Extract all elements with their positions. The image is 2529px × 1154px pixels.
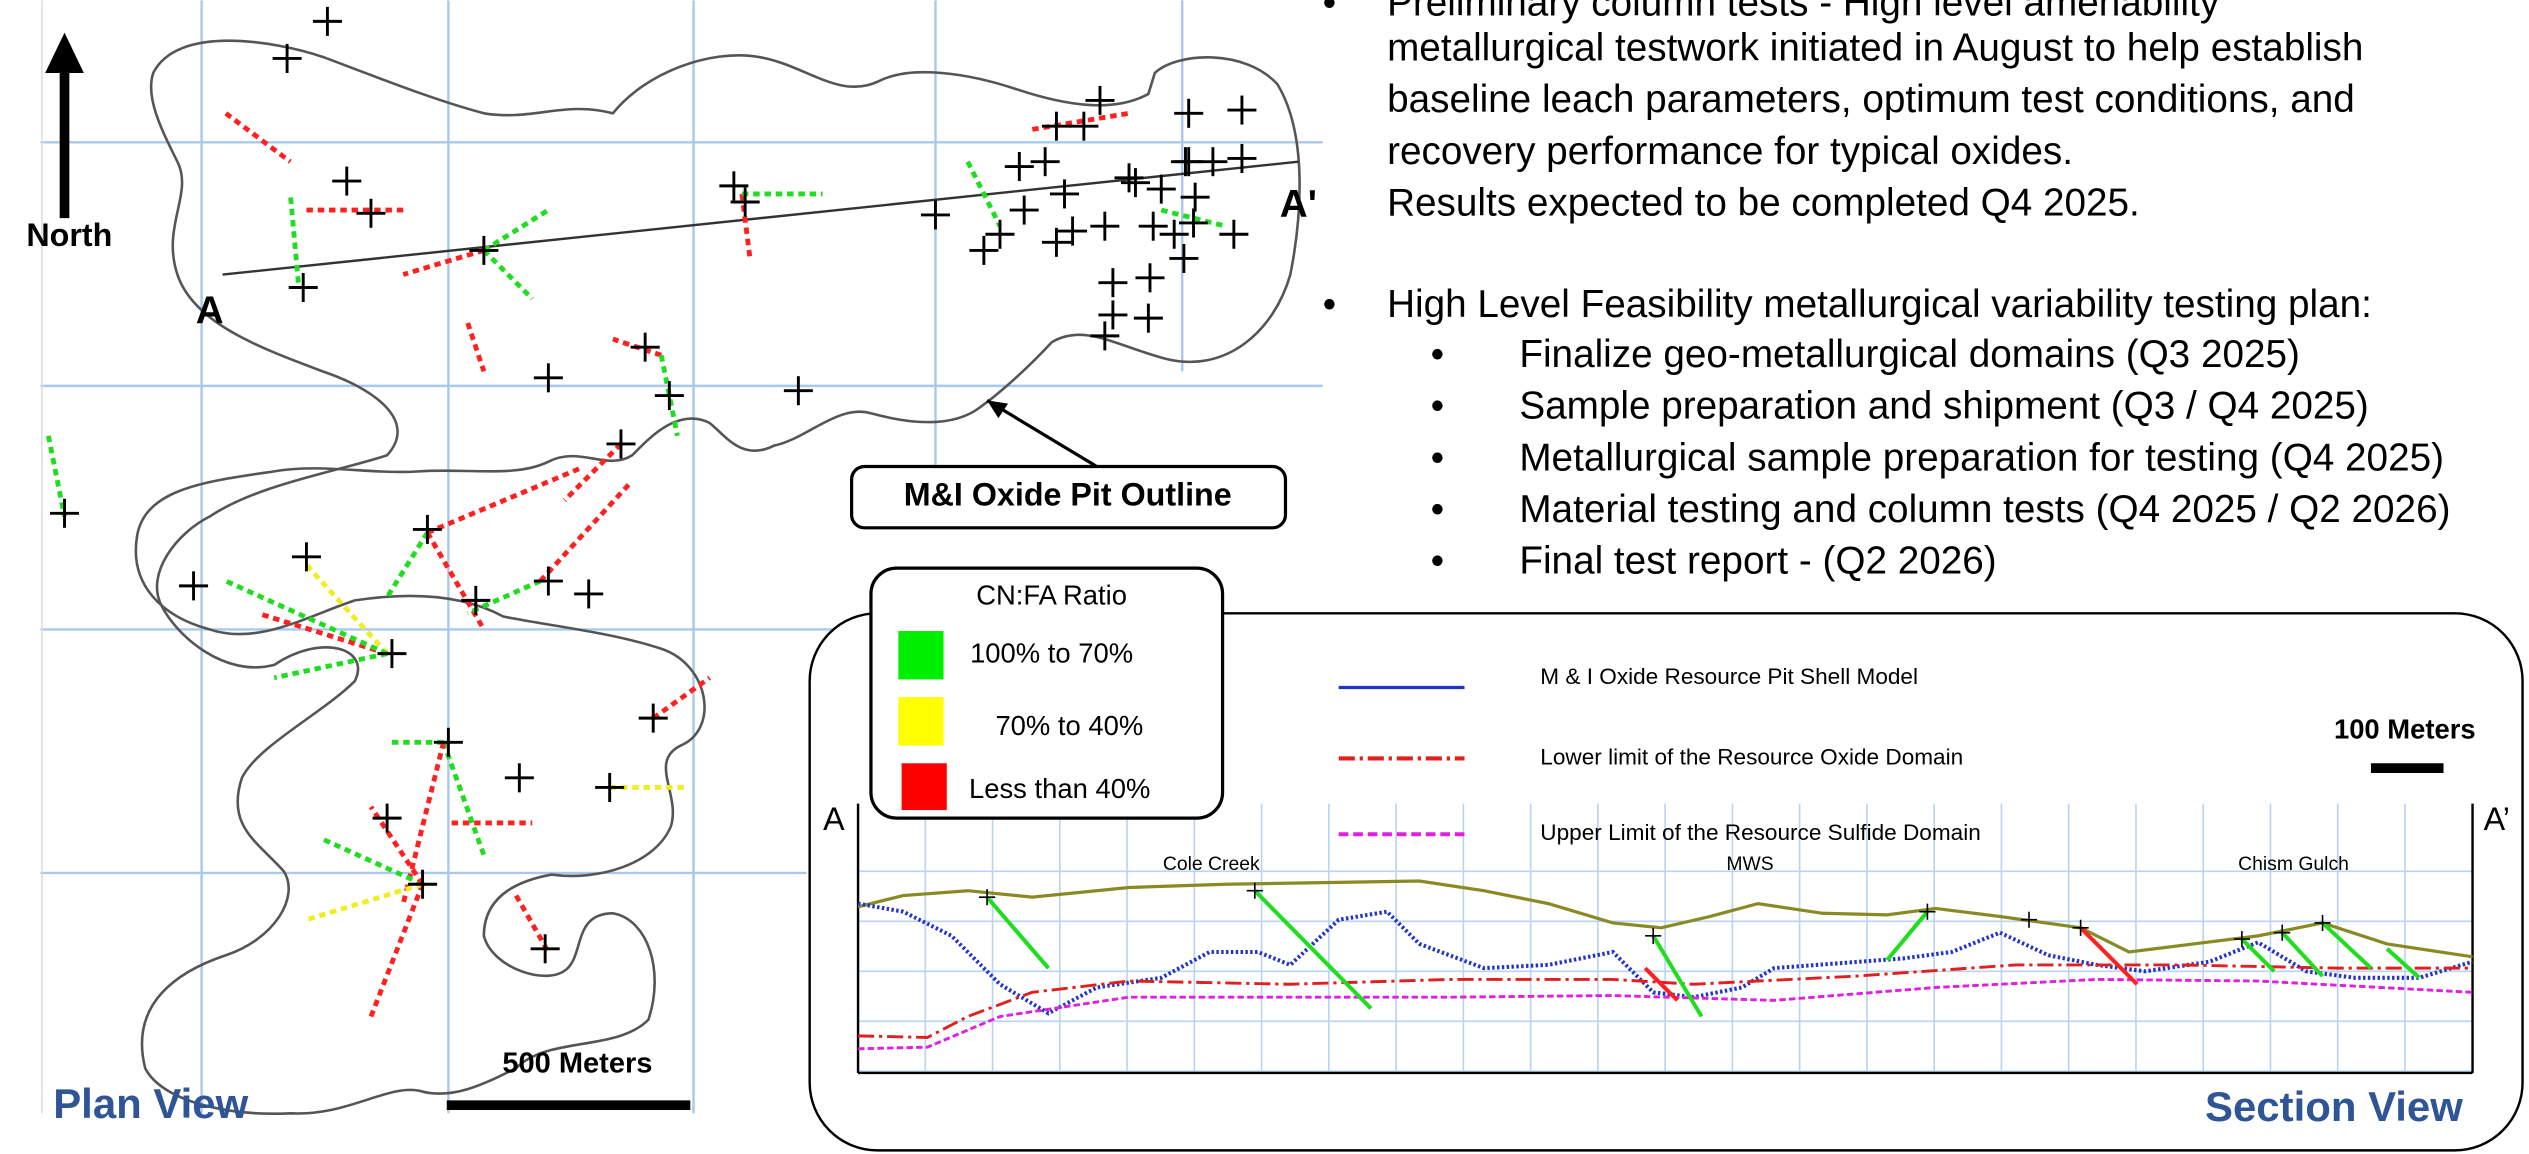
drill-trace bbox=[304, 563, 389, 656]
drill-trace bbox=[538, 482, 631, 583]
drill-trace bbox=[1651, 934, 1704, 1018]
notes: • Preliminary column tests - High level … bbox=[1323, 0, 2451, 583]
north-label: North bbox=[26, 217, 112, 253]
pit-outline-label: M&I Oxide Pit Outline bbox=[904, 477, 1232, 513]
note-line: Material testing and column tests (Q4 20… bbox=[1519, 488, 2450, 531]
drill-trace bbox=[224, 578, 389, 656]
legend-label: 70% to 40% bbox=[995, 710, 1143, 741]
drill-trace bbox=[651, 675, 712, 721]
callout-arrow-head bbox=[987, 400, 1009, 419]
drill-trace bbox=[305, 881, 424, 923]
note-line: High Level Feasibility metallurgical var… bbox=[1387, 283, 2372, 326]
plan-map: North A A' M&I Oxide Pit Outline 500 Met… bbox=[26, 0, 1323, 1127]
pit-outline bbox=[134, 39, 1301, 1115]
drill-trace bbox=[273, 651, 388, 681]
plan-title: Plan View bbox=[53, 1080, 248, 1127]
note-line: Metallurgical sample preparation for tes… bbox=[1519, 436, 2444, 479]
topography bbox=[857, 879, 2473, 959]
drill-trace bbox=[402, 248, 485, 277]
place-label: Cole Creek bbox=[1163, 853, 1260, 875]
note-line: Preliminary column tests - High level am… bbox=[1387, 0, 2220, 24]
legend-swatch bbox=[898, 697, 944, 746]
drill-trace bbox=[1643, 966, 1679, 1002]
legend-swatch bbox=[901, 763, 947, 811]
bullet: • bbox=[1431, 488, 1445, 531]
bullet: • bbox=[1431, 333, 1445, 376]
bullet: • bbox=[1323, 283, 1337, 326]
drill-trace bbox=[482, 208, 550, 253]
drill-trace bbox=[368, 805, 425, 886]
note-line: recovery performance for typical oxides. bbox=[1387, 130, 2073, 173]
drill-trace bbox=[2321, 921, 2373, 970]
drill-trace bbox=[2280, 931, 2325, 978]
a-prime-label: A’ bbox=[2484, 801, 2510, 837]
legend-label: Upper Limit of the Resource Sulfide Doma… bbox=[1540, 820, 1980, 845]
section-frame bbox=[808, 612, 2524, 1152]
drill-trace bbox=[321, 836, 424, 887]
legend-swatch bbox=[898, 631, 944, 680]
drill-holes bbox=[46, 6, 1257, 1018]
drill-trace bbox=[425, 531, 486, 631]
note-line: baseline leach parameters, optimum test … bbox=[1387, 78, 2355, 121]
drill-trace bbox=[1885, 910, 1929, 962]
note-line: Sample preparation and shipment (Q3 / Q4… bbox=[1519, 385, 2368, 428]
drill-trace bbox=[368, 883, 425, 1018]
section-scale-label: 100 Meters bbox=[2334, 713, 2476, 744]
drill-trace bbox=[426, 465, 582, 535]
drill-trace bbox=[466, 578, 542, 616]
section-title: Section View bbox=[2205, 1083, 2463, 1130]
legend-box bbox=[869, 566, 1225, 820]
legend-label: Lower limit of the Resource Oxide Domain bbox=[1540, 744, 1963, 769]
drill-trace bbox=[287, 193, 301, 283]
note-line: Results expected to be completed Q4 2025… bbox=[1387, 181, 2140, 224]
drill-trace bbox=[965, 160, 1003, 228]
legend-label: 100% to 70% bbox=[970, 637, 1133, 668]
drill-trace bbox=[46, 435, 67, 517]
drill-trace bbox=[562, 442, 623, 503]
place-label: MWS bbox=[1726, 853, 1773, 875]
sub-list: • Finalize geo-metallurgical domains (Q3 … bbox=[1431, 333, 2451, 582]
section-line bbox=[222, 160, 1299, 276]
a-label: A bbox=[196, 290, 224, 333]
note-line: metallurgical testwork initiated in Augu… bbox=[1387, 27, 2363, 70]
drill-trace bbox=[465, 322, 487, 373]
callout-box bbox=[849, 464, 1288, 530]
drill-trace bbox=[1253, 889, 1373, 1010]
sulfide-upper-limit bbox=[858, 977, 2473, 1051]
drill-trace bbox=[2240, 937, 2276, 973]
oxide-lower-limit bbox=[858, 963, 2473, 1039]
drill-trace bbox=[2079, 926, 2139, 986]
place-label: Chism Gulch bbox=[2238, 853, 2349, 875]
ratio-legend: CN:FA Ratio 100% to 70% 70% to 40% Less … bbox=[869, 566, 1225, 820]
a-prime-label: A' bbox=[1280, 183, 1317, 226]
north-arrow-head bbox=[45, 32, 84, 73]
drill-trace bbox=[482, 248, 534, 301]
drill-trace bbox=[224, 111, 292, 164]
scale-label: 500 Meters bbox=[502, 1048, 652, 1080]
bullet: • bbox=[1431, 385, 1445, 428]
legend-label: Less than 40% bbox=[969, 773, 1150, 804]
a-label: A bbox=[823, 801, 845, 837]
bullet: • bbox=[1323, 0, 1337, 24]
drill-trace bbox=[2385, 947, 2421, 980]
bullet: • bbox=[1431, 436, 1445, 479]
drill-trace bbox=[441, 741, 487, 857]
section-grid bbox=[857, 803, 2474, 1073]
note-line: Final test report - (Q2 2026) bbox=[1519, 540, 1996, 583]
drill-trace bbox=[658, 354, 680, 437]
section-view: M & I Oxide Resource Pit Shell Model Low… bbox=[808, 612, 2524, 1152]
section-drill-holes bbox=[979, 882, 2421, 1018]
drill-trace bbox=[514, 894, 551, 954]
bullet: • bbox=[1431, 540, 1445, 583]
note-line: Finalize geo-metallurgical domains (Q3 2… bbox=[1519, 333, 2300, 376]
legend-label: M & I Oxide Resource Pit Shell Model bbox=[1540, 664, 1918, 689]
drill-trace bbox=[385, 531, 430, 599]
legend-title: CN:FA Ratio bbox=[976, 579, 1127, 610]
drill-trace bbox=[985, 895, 1050, 970]
callout-arrow bbox=[986, 399, 1098, 468]
